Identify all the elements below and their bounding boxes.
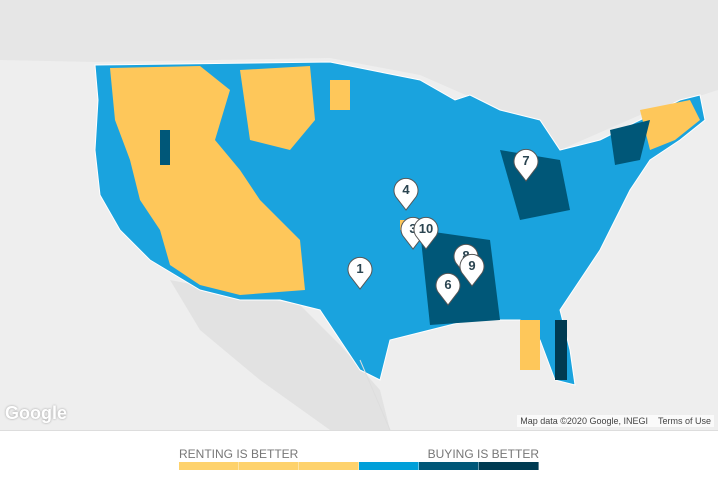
legend-swatch: [179, 462, 239, 470]
legend-swatch: [299, 462, 359, 470]
marker-label: 3: [409, 221, 417, 236]
us-county-map: [0, 0, 718, 430]
map[interactable]: 1 3 4 6 7 8 9 10 Google Map data ©2020 G…: [0, 0, 718, 431]
map-marker[interactable]: 9: [459, 253, 485, 287]
terms-of-use-link[interactable]: Terms of Use: [657, 416, 711, 426]
map-marker[interactable]: 7: [513, 148, 539, 182]
legend-swatch: [239, 462, 299, 470]
marker-label: 4: [402, 182, 410, 197]
legend-swatch: [419, 462, 479, 470]
map-marker[interactable]: 1: [347, 256, 373, 290]
marker-label: 7: [522, 153, 530, 168]
attribution-text: Map data ©2020 Google, INEGI: [520, 416, 648, 426]
marker-label: 1: [356, 261, 364, 276]
map-marker[interactable]: 4: [393, 177, 419, 211]
land-mexico: [170, 280, 390, 430]
google-logo: Google: [5, 403, 67, 423]
map-attribution: Map data ©2020 Google, INEGI Terms of Use: [517, 415, 714, 427]
land-canada: [0, 0, 718, 150]
legend-swatch: [359, 462, 419, 470]
legend-color-bar: [179, 462, 539, 470]
marker-label: 9: [468, 258, 476, 273]
marker-label: 10: [418, 221, 434, 236]
buying-regions: [160, 120, 650, 380]
map-marker[interactable]: 6: [435, 272, 461, 306]
legend-left-label: RENTING IS BETTER: [179, 447, 299, 461]
legend-swatch: [479, 462, 539, 470]
map-marker[interactable]: 10: [413, 216, 439, 250]
legend-right-label: BUYING IS BETTER: [427, 447, 539, 461]
marker-label: 6: [444, 277, 452, 292]
